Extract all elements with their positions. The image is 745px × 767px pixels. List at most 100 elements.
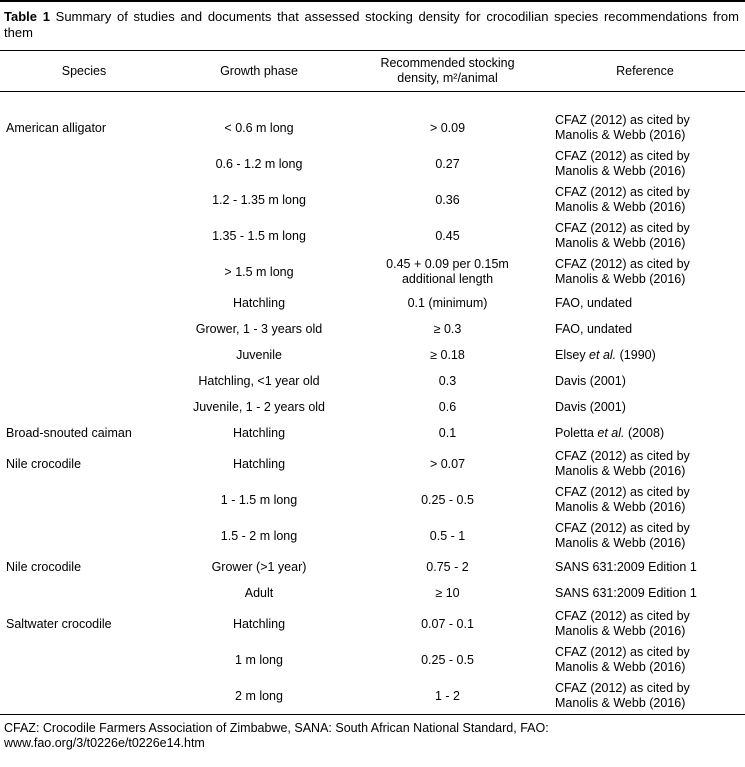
reference-cell: CFAZ (2012) as cited by Manolis & Webb (… [555,681,690,710]
species-cell [0,290,168,316]
table-row: Hatchling 0.1 (minimum) FAO, undated [0,290,745,316]
species-cell [0,316,168,342]
species-cell [0,518,168,554]
stocking-density-cell: 0.6 [438,399,457,414]
table-row: 1.2 - 1.35 m long 0.36 CFAZ (2012) as ci… [0,182,745,218]
reference-cell: FAO, undated [555,321,633,336]
stocking-density-cell: > 0.09 [429,120,466,135]
reference-cell: CFAZ (2012) as cited by Manolis & Webb (… [555,221,690,250]
reference-cell: CFAZ (2012) as cited by Manolis & Webb (… [555,645,690,674]
growth-phase-cell: 2 m long [235,688,283,703]
growth-phase-cell: Adult [244,585,274,600]
growth-phase-cell: 0.6 - 1.2 m long [215,156,303,171]
species-cell [0,678,168,715]
species-cell [0,368,168,394]
table-row: Juvenile, 1 - 2 years old 0.6 Davis (200… [0,394,745,420]
stocking-density-cell: 0.27 [435,156,460,171]
growth-phase-cell: > 1.5 m long [224,264,294,279]
table-row: Hatchling, <1 year old 0.3 Davis (2001) [0,368,745,394]
reference-cell: CFAZ (2012) as cited by Manolis & Webb (… [555,113,690,142]
reference-cell: Elsey et al. (1990) [555,347,656,362]
caption-text: Summary of studies and documents that as… [4,9,739,40]
growth-phase-cell: Hatchling [232,456,286,471]
growth-phase-cell: 1 m long [235,652,283,667]
growth-phase-cell: Hatchling [232,425,286,440]
growth-phase-cell: < 0.6 m long [224,120,294,135]
growth-phase-cell: Grower, 1 - 3 years old [195,321,323,336]
reference-cell: SANS 631:2009 Edition 1 [555,559,697,574]
species-cell: Saltwater crocodile [6,616,112,631]
stocking-density-cell: 0.45 [435,228,460,243]
column-header-density: Recommended stocking density, m²/animal [350,51,545,92]
reference-cell: FAO, undated [555,295,633,310]
reference-cell: CFAZ (2012) as cited by Manolis & Webb (… [555,185,690,214]
growth-phase-cell: Grower (>1 year) [211,559,307,574]
header-row: Species Growth phase Recommended stockin… [0,51,745,92]
table-row: Grower, 1 - 3 years old ≥ 0.3 FAO, undat… [0,316,745,342]
footnote-url: www.fao.org/3/t0226e/t0226e14.htm [4,736,205,750]
stocking-density-cell: 0.3 [438,373,457,388]
table-row: 1 - 1.5 m long 0.25 - 0.5 CFAZ (2012) as… [0,482,745,518]
growth-phase-cell: 1.5 - 2 m long [220,528,298,543]
reference-cell: CFAZ (2012) as cited by Manolis & Webb (… [555,149,690,178]
growth-phase-cell: Hatchling [232,616,286,631]
species-cell [0,580,168,606]
table-header: Species Growth phase Recommended stockin… [0,51,745,92]
reference-cell: CFAZ (2012) as cited by Manolis & Webb (… [555,521,690,550]
stocking-density-cell: 1 - 2 [434,688,460,703]
table-row: 1 m long 0.25 - 0.5 CFAZ (2012) as cited… [0,642,745,678]
stocking-density-cell: > 0.07 [429,456,466,471]
species-cell [0,254,168,290]
table-row: Nile crocodile Hatchling > 0.07 CFAZ (20… [0,446,745,482]
table-row: 1.35 - 1.5 m long 0.45 CFAZ (2012) as ci… [0,218,745,254]
table-row: Broad-snouted caiman Hatchling 0.1 Polet… [0,420,745,446]
reference-cell: Davis (2001) [555,373,626,388]
stocking-density-cell: 0.75 - 2 [426,559,469,574]
column-header-phase: Growth phase [168,51,350,92]
stocking-density-cell: 0.1 [438,425,457,440]
table-row: 1.5 - 2 m long 0.5 - 1 CFAZ (2012) as ci… [0,518,745,554]
species-cell [0,146,168,182]
table-row: Nile crocodile Grower (>1 year) 0.75 - 2… [0,554,745,580]
reference-cell: CFAZ (2012) as cited by Manolis & Webb (… [555,257,690,286]
reference-cell: Poletta et al. (2008) [555,425,665,440]
species-cell [0,482,168,518]
table-number: Table 1 [4,9,50,24]
stocking-density-cell: ≥ 10 [435,585,460,600]
growth-phase-cell: Juvenile [236,347,282,362]
table-row: > 1.5 m long 0.45 + 0.09 per 0.15m addit… [0,254,745,290]
column-header-species: Species [0,51,168,92]
growth-phase-cell: Juvenile, 1 - 2 years old [192,399,325,414]
reference-cell: Davis (2001) [555,399,626,414]
stocking-density-cell: 0.5 - 1 [429,528,466,543]
stocking-density-cell: 0.07 - 0.1 [421,616,474,631]
table-row: Juvenile ≥ 0.18 Elsey et al. (1990) [0,342,745,368]
growth-phase-cell: 1.2 - 1.35 m long [212,192,306,207]
species-cell [0,342,168,368]
table-row: 2 m long 1 - 2 CFAZ (2012) as cited by M… [0,678,745,715]
species-cell: Nile crocodile [6,559,82,574]
table-caption: Table 1 Summary of studies and documents… [0,2,745,51]
reference-cell: CFAZ (2012) as cited by Manolis & Webb (… [555,609,690,638]
stocking-density-cell: ≥ 0.18 [430,347,465,362]
growth-phase-cell: 1.35 - 1.5 m long [212,228,306,243]
reference-cell: CFAZ (2012) as cited by Manolis & Webb (… [555,485,690,514]
stocking-density-cell: 0.36 [435,192,460,207]
stocking-density-cell: 0.45 + 0.09 per 0.15m additional length [386,257,509,286]
species-cell [0,218,168,254]
table-row: American alligator < 0.6 m long > 0.09 C… [0,92,745,147]
species-cell [0,394,168,420]
species-cell: Broad-snouted caiman [6,425,132,440]
growth-phase-cell: Hatchling [232,295,286,310]
stocking-density-cell: 0.25 - 0.5 [421,492,474,507]
species-cell: Nile crocodile [6,456,82,471]
stocking-density-table: Species Growth phase Recommended stockin… [0,51,745,715]
table-footnote: CFAZ: Crocodile Farmers Association of Z… [0,715,745,760]
table-row: Saltwater crocodile Hatchling 0.07 - 0.1… [0,606,745,642]
species-cell [0,642,168,678]
growth-phase-cell: Hatchling, <1 year old [198,373,320,388]
stocking-density-cell: 0.25 - 0.5 [421,652,474,667]
species-cell: American alligator [6,120,107,135]
table-body: American alligator < 0.6 m long > 0.09 C… [0,92,745,715]
